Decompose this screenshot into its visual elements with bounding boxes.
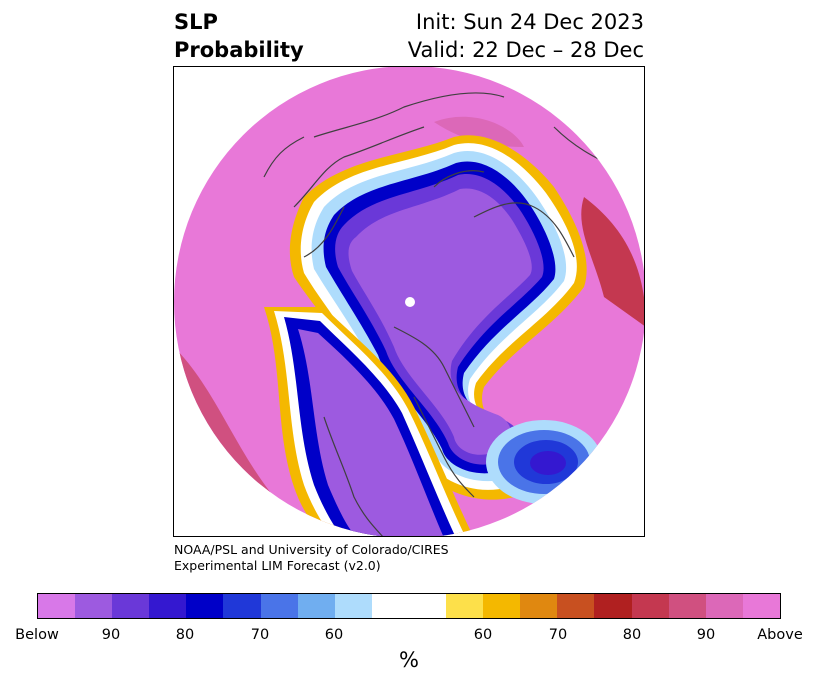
colorbar-segment: [594, 594, 632, 618]
map-panel: [173, 66, 645, 537]
colorbar-segment: [297, 594, 335, 618]
colorbar-segment: [75, 594, 113, 618]
tick-above-60: 60: [473, 627, 493, 643]
colorbar-segment: [668, 594, 706, 618]
colorbar-segment: [223, 594, 261, 618]
valid-range: Valid: 22 Dec – 28 Dec: [407, 38, 644, 62]
colorbar-segment: [334, 594, 372, 618]
colorbar: [37, 593, 781, 619]
below-normal-core: [348, 188, 532, 455]
colorbar-segment: [483, 594, 521, 618]
colorbar-segment: [557, 594, 595, 618]
colorbar-segment: [112, 594, 150, 618]
atlantic-low-core: [530, 451, 566, 475]
north-pole-marker: [405, 297, 415, 307]
tick-below-60: 60: [324, 627, 344, 643]
tick-above-80: 80: [622, 627, 642, 643]
colorbar-segment: [371, 594, 447, 618]
colorbar-segment: [742, 594, 780, 618]
credit-line-2: Experimental LIM Forecast (v2.0): [174, 558, 381, 573]
title-right: Init: Sun 24 Dec 2023 Valid: 22 Dec – 28…: [408, 8, 644, 64]
colorbar-segment: [149, 594, 187, 618]
title-probability: Probability: [174, 38, 304, 62]
colorbar-label: %: [399, 648, 419, 672]
tick-below: Below: [15, 627, 59, 643]
colorbar-segment: [260, 594, 298, 618]
credit: NOAA/PSL and University of Colorado/CIRE…: [174, 542, 449, 574]
colorbar-segment: [520, 594, 558, 618]
tick-below-80: 80: [175, 627, 195, 643]
polar-map: [174, 67, 644, 536]
credit-line-1: NOAA/PSL and University of Colorado/CIRE…: [174, 542, 449, 557]
tick-above: Above: [757, 627, 803, 643]
trough-pacific-core: [298, 329, 444, 536]
title-left: SLP Probability: [174, 8, 304, 64]
above-anomaly-east: [581, 197, 644, 327]
tick-below-90: 90: [101, 627, 121, 643]
title-variable: SLP: [174, 10, 218, 34]
tick-below-70: 70: [250, 627, 270, 643]
init-date: Init: Sun 24 Dec 2023: [415, 10, 644, 34]
above-anomaly-siberia: [434, 116, 524, 147]
colorbar-segment: [186, 594, 224, 618]
colorbar-segment: [446, 594, 484, 618]
colorbar-segment: [631, 594, 669, 618]
tick-above-90: 90: [696, 627, 716, 643]
coastlines: [263, 92, 615, 536]
colorbar-segment: [705, 594, 743, 618]
tick-above-70: 70: [548, 627, 568, 643]
colorbar-segment: [38, 594, 76, 618]
